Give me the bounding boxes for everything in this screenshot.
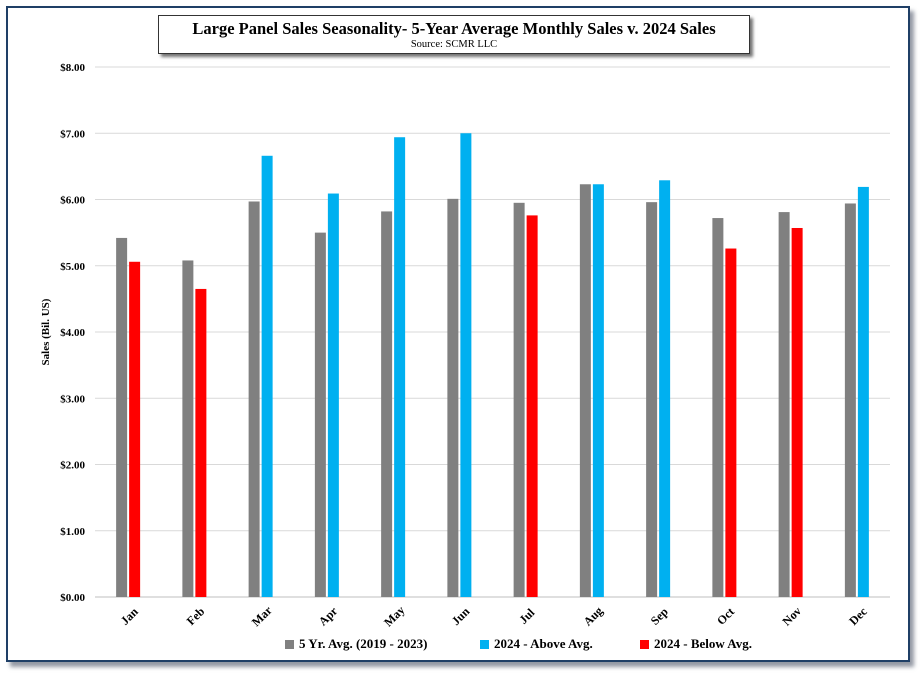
legend-item-below: 2024 - Below Avg. — [640, 636, 752, 652]
x-tick-label: Jun — [449, 604, 473, 628]
bar-5yr-avg — [182, 260, 194, 597]
x-tick-label: Sep — [648, 604, 671, 627]
bar-2024 — [261, 155, 273, 597]
legend-swatch-above — [480, 639, 489, 649]
x-tick-label: Apr — [316, 603, 341, 628]
bar-5yr-avg — [778, 212, 790, 597]
y-tick-label: $5.00 — [60, 261, 85, 273]
bar-2024 — [526, 215, 538, 597]
bar-2024 — [592, 184, 604, 597]
bar-5yr-avg — [447, 198, 459, 597]
x-tick-label: Aug — [581, 604, 606, 629]
bar-2024 — [791, 227, 803, 598]
bar-5yr-avg — [381, 211, 393, 598]
bar-2024 — [195, 288, 207, 597]
x-tick-label: Mar — [249, 603, 275, 629]
bar-2024 — [327, 193, 339, 597]
legend-item-avg: 5 Yr. Avg. (2019 - 2023) — [285, 636, 427, 652]
y-tick-label: $8.00 — [60, 62, 85, 74]
legend-swatch-below — [640, 639, 649, 649]
bar-5yr-avg — [248, 201, 260, 598]
bar-2024 — [857, 186, 869, 597]
bar-5yr-avg — [116, 237, 128, 598]
chart-title-box: Large Panel Sales Seasonality- 5-Year Av… — [158, 15, 750, 54]
legend-swatch-avg — [285, 639, 294, 649]
bar-5yr-avg — [513, 202, 525, 597]
y-tick-label: $6.00 — [60, 195, 85, 207]
y-tick-label: $7.00 — [60, 128, 85, 140]
legend-label-above: 2024 - Above Avg. — [494, 636, 593, 651]
y-tick-label: $1.00 — [60, 526, 85, 538]
chart-title: Large Panel Sales Seasonality- 5-Year Av… — [192, 19, 716, 38]
bar-5yr-avg — [314, 232, 326, 597]
x-tick-label: Jan — [118, 604, 141, 627]
y-axis-label: Sales (Bil. US) — [40, 298, 52, 366]
bar-2024 — [129, 261, 141, 597]
bar-5yr-avg — [579, 184, 591, 597]
bar-2024 — [460, 133, 472, 597]
bar-5yr-avg — [646, 202, 658, 597]
bar-5yr-avg — [712, 218, 724, 598]
y-tick-label: $3.00 — [60, 393, 85, 405]
bar-2024 — [725, 248, 737, 597]
bar-2024 — [394, 137, 406, 597]
chart-subtitle: Source: SCMR LLC — [410, 39, 498, 50]
x-tick-label: Dec — [846, 604, 870, 628]
legend-item-above: 2024 - Above Avg. — [480, 636, 593, 652]
x-tick-label: May — [381, 603, 407, 629]
legend: 5 Yr. Avg. (2019 - 2023) 2024 - Above Av… — [0, 636, 921, 654]
legend-label-avg: 5 Yr. Avg. (2019 - 2023) — [299, 636, 428, 651]
x-tick-label: Jul — [516, 605, 538, 627]
y-tick-label: $2.00 — [60, 460, 85, 472]
y-tick-label: $4.00 — [60, 327, 85, 339]
y-tick-label: $0.00 — [60, 592, 85, 604]
bar-2024 — [659, 180, 671, 597]
legend-label-below: 2024 - Below Avg. — [654, 636, 752, 651]
x-tick-label: Oct — [714, 605, 737, 628]
x-tick-label: Nov — [780, 604, 805, 629]
bar-5yr-avg — [844, 203, 856, 597]
x-tick-label: Feb — [184, 604, 208, 628]
